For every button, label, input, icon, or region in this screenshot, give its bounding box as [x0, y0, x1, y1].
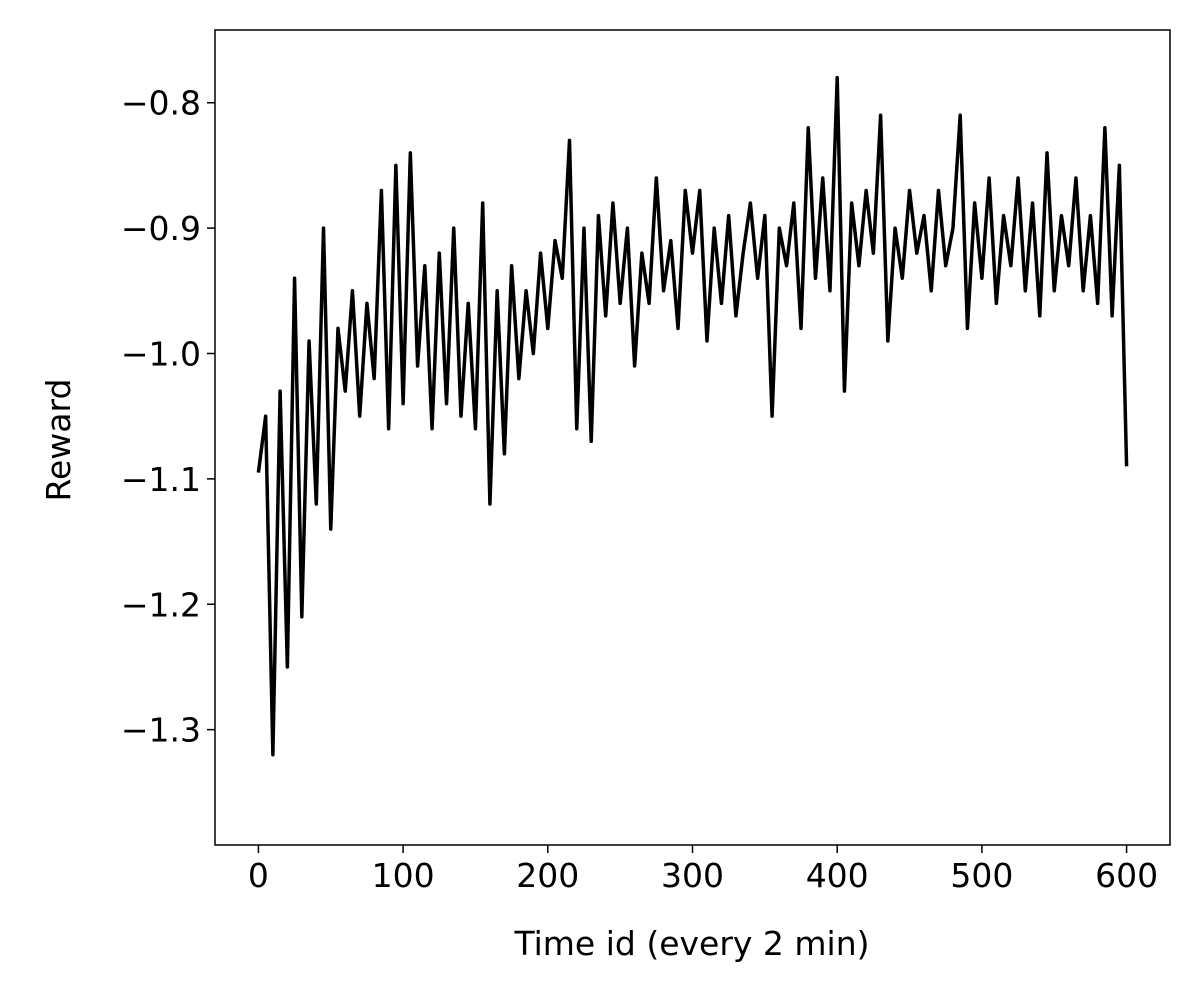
y-tick-label: −1.0	[121, 334, 201, 373]
line-series	[256, 75, 1129, 757]
plot-frame	[214, 29, 1171, 846]
y-tick-label: −0.8	[121, 84, 201, 123]
y-tick-label: −0.9	[121, 209, 201, 248]
x-tick-label: 600	[1095, 856, 1158, 895]
x-axis-label: Time id (every 2 min)	[513, 924, 869, 963]
x-tick-label: 500	[950, 856, 1013, 895]
y-tick-label: −1.2	[121, 585, 201, 624]
x-tick-label: 200	[516, 856, 579, 895]
x-tick-label: 0	[248, 856, 269, 895]
x-tick-label: 100	[372, 856, 435, 895]
x-tick-label: 400	[806, 856, 869, 895]
y-tick-label: −1.3	[121, 711, 201, 750]
y-tick-label: −1.1	[121, 460, 201, 499]
x-tick-label: 300	[661, 856, 724, 895]
y-axis-label: Reward	[39, 379, 78, 502]
